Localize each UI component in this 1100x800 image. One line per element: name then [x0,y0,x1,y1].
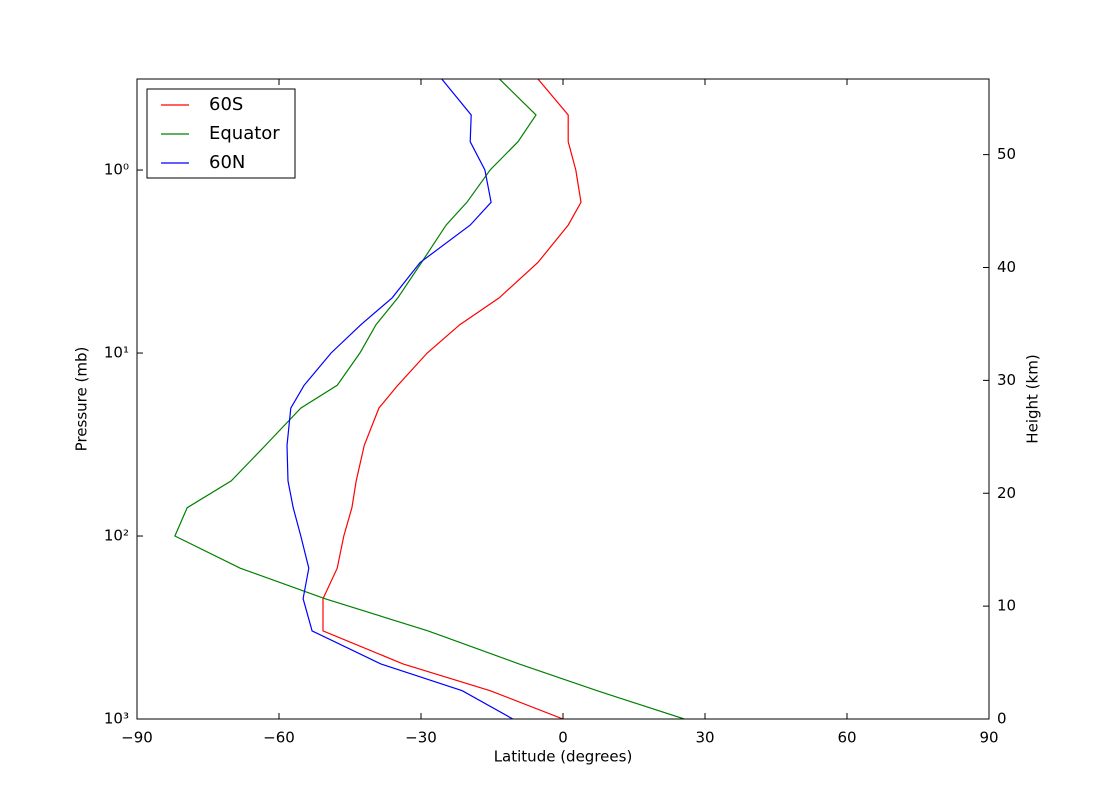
y-tick-label: 10⁰ [104,161,129,179]
y2-tick-label: 0 [997,710,1007,728]
x-tick-label: 0 [558,729,568,747]
y2-tick-label: 10 [997,597,1016,615]
y2-tick-label: 50 [997,145,1016,163]
x-axis-label: Latitude (degrees) [494,748,633,766]
x-tick-label: 60 [837,729,856,747]
y2-axis-label: Height (km) [1024,354,1042,443]
y-tick-label: 10¹ [104,344,129,362]
y2-tick-label: 20 [997,484,1016,502]
y-tick-label: 10² [104,527,129,545]
x-tick-label: −90 [121,729,153,747]
series-line [174,79,685,719]
x-tick-label: 30 [695,729,714,747]
legend-label: Equator [209,123,280,144]
y-tick-label: 10³ [104,710,129,728]
y-axis-label: Pressure (mb) [73,347,91,452]
x-tick-label: −60 [263,729,295,747]
y2-tick-label: 30 [997,371,1016,389]
series-line [322,79,582,719]
plot-lines [174,79,685,719]
x-tick-label: 90 [979,729,998,747]
series-line [286,79,514,719]
legend-label: 60N [209,152,245,173]
y2-tick-label: 40 [997,258,1016,276]
x-tick-label: −30 [405,729,437,747]
legend-label: 60S [209,94,243,115]
